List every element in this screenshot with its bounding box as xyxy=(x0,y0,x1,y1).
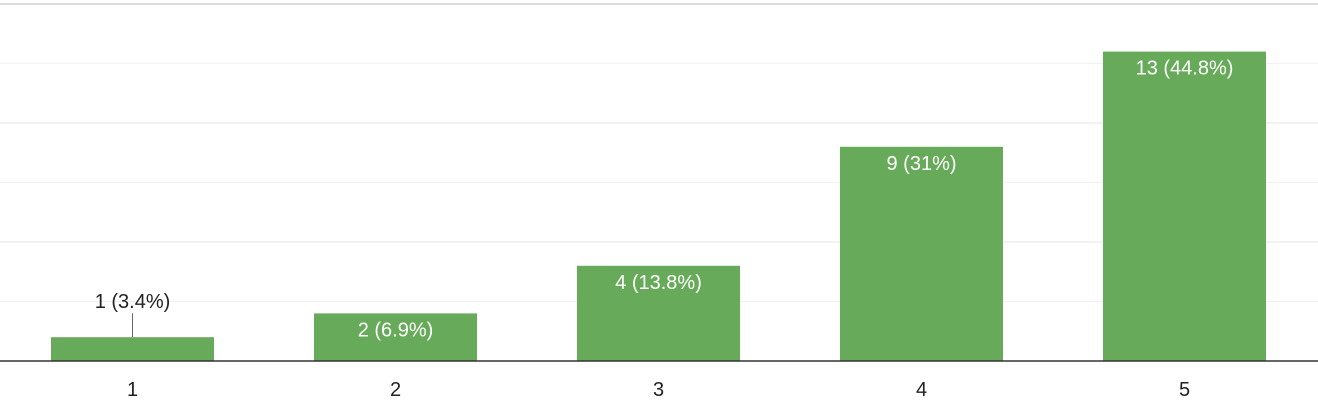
bar-5 xyxy=(1103,51,1266,361)
bars xyxy=(51,51,1266,361)
data-label-1: 1 (3.4%) xyxy=(95,291,171,313)
x-tick-label-3: 3 xyxy=(653,379,664,401)
x-axis: 1 2 3 4 5 xyxy=(0,360,1318,401)
bar-1 xyxy=(51,337,214,361)
x-tick-label-5: 5 xyxy=(1179,379,1190,401)
data-label-2: 2 (6.9%) xyxy=(358,319,434,341)
x-tick-label-1: 1 xyxy=(127,379,138,401)
x-tick-label-4: 4 xyxy=(916,379,927,401)
data-labels: 1 (3.4%) 2 (6.9%) 4 (13.8%) 9 (31%) 13 (44.8… xyxy=(95,58,1234,342)
bar-4 xyxy=(840,146,1003,361)
bar-3 xyxy=(577,265,740,361)
bar-2 xyxy=(314,313,477,361)
gridlines xyxy=(0,3,1318,302)
data-label-5: 13 (44.8%) xyxy=(1136,58,1234,80)
data-label-4: 9 (31%) xyxy=(886,153,956,175)
x-tick-label-2: 2 xyxy=(390,379,401,401)
data-label-3: 4 (13.8%) xyxy=(615,272,702,294)
